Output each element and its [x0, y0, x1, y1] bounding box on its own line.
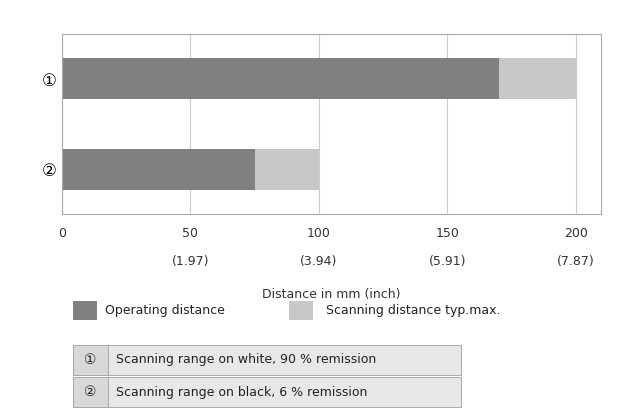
FancyBboxPatch shape: [73, 377, 461, 407]
Text: ①: ①: [84, 353, 97, 367]
Text: 50: 50: [182, 227, 198, 240]
Bar: [62, 149, 255, 189]
Text: ②: ②: [84, 385, 97, 399]
Bar: [255, 149, 319, 189]
Text: (3.94): (3.94): [300, 255, 337, 268]
Text: (7.87): (7.87): [557, 255, 595, 268]
FancyBboxPatch shape: [73, 377, 108, 407]
Bar: [62, 58, 498, 99]
Text: 150: 150: [435, 227, 459, 240]
Text: (1.97): (1.97): [172, 255, 209, 268]
Text: (5.91): (5.91): [428, 255, 466, 268]
FancyBboxPatch shape: [73, 345, 108, 375]
Text: Scanning distance typ.max.: Scanning distance typ.max.: [326, 304, 501, 317]
Text: 100: 100: [307, 227, 331, 240]
FancyBboxPatch shape: [73, 345, 461, 375]
Text: 0: 0: [58, 227, 66, 240]
Text: Scanning range on white, 90 % remission: Scanning range on white, 90 % remission: [116, 353, 376, 366]
Text: Scanning range on black, 6 % remission: Scanning range on black, 6 % remission: [116, 386, 367, 399]
FancyBboxPatch shape: [73, 301, 97, 320]
FancyBboxPatch shape: [288, 301, 313, 320]
Text: Operating distance: Operating distance: [105, 304, 225, 317]
Text: Distance in mm (inch): Distance in mm (inch): [262, 289, 401, 301]
Text: 200: 200: [564, 227, 588, 240]
Bar: [498, 58, 576, 99]
